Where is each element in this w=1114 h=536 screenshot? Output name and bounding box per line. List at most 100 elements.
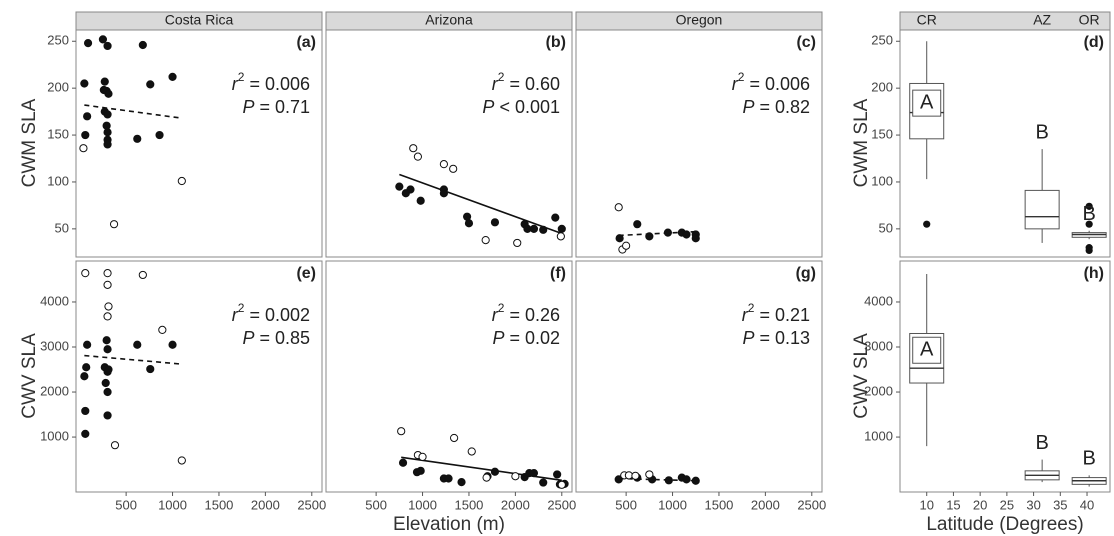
group-letter: A [920, 91, 934, 113]
x-tick-label: 500 [365, 497, 387, 512]
x-tick-label: 30 [1026, 497, 1040, 512]
point [103, 269, 112, 278]
stat-annotation: r2 = 0.21 [742, 301, 810, 325]
point [614, 475, 623, 484]
point [557, 480, 566, 489]
stat-part: < 0.001 [494, 97, 560, 117]
panel-label: (c) [796, 34, 816, 51]
group-letter: B [1035, 121, 1048, 143]
point [529, 468, 539, 478]
y-axis-label: CWM SLA [851, 98, 872, 187]
y-tick-label: 150 [871, 126, 893, 141]
stat-part: 2 [238, 70, 245, 84]
stat-part: 2 [238, 301, 245, 315]
point [645, 232, 654, 241]
group-letter: B [1035, 432, 1048, 454]
stat-part: P [242, 328, 254, 348]
point [80, 79, 89, 88]
stat-annotation: r2 = 0.26 [492, 301, 560, 325]
stat-part: 2 [498, 70, 505, 84]
stat-part: r [492, 74, 499, 94]
point [83, 340, 92, 349]
group-letter: A [920, 339, 934, 361]
strip-label: OR [1079, 12, 1100, 28]
outlier [923, 220, 931, 228]
point [691, 476, 700, 485]
strip-label: AZ [1033, 12, 1051, 28]
strip-label: CR [917, 12, 937, 28]
x-tick-label: 1000 [158, 497, 187, 512]
outlier [1085, 246, 1093, 255]
strip [325, 11, 573, 31]
point [155, 130, 164, 140]
group-letter: B [1082, 448, 1095, 470]
stat-annotation: r2 = 0.002 [232, 301, 310, 325]
panel-label: (e) [296, 265, 316, 282]
stat-part: = 0.85 [254, 328, 310, 348]
stat-annotation: P = 0.85 [242, 328, 310, 348]
point [557, 224, 566, 233]
x-tick-label: 1000 [408, 497, 437, 512]
point [104, 302, 113, 311]
point [539, 478, 548, 487]
letter-bg [912, 89, 942, 117]
group-letter: B [1082, 203, 1095, 225]
letter-bg [912, 336, 942, 364]
y-tick-label: 100 [871, 173, 893, 188]
point [397, 427, 406, 436]
stat-annotation: r2 = 0.006 [732, 70, 810, 94]
point [103, 110, 112, 119]
x-tick-label: 20 [973, 497, 987, 512]
stat-part: P [742, 97, 754, 117]
x-axis-label: Latitude (Degrees) [926, 514, 1083, 535]
point [81, 269, 90, 278]
y-axis-label: CWM SLA [19, 98, 40, 187]
point [138, 270, 147, 280]
y-tick-label: 1000 [864, 429, 893, 444]
stat-annotation: P < 0.001 [482, 97, 560, 117]
panel-label: (d) [1084, 34, 1104, 51]
stat-part: P [492, 328, 504, 348]
point [481, 236, 490, 245]
x-tick-label: 500 [615, 497, 637, 512]
point [664, 476, 673, 485]
point [622, 241, 631, 250]
plot-area [75, 260, 323, 493]
point [409, 144, 418, 153]
plot-area [325, 260, 573, 493]
point [104, 89, 113, 98]
y-tick-label: 250 [47, 33, 69, 48]
point [645, 470, 654, 479]
x-tick-label: 2000 [501, 497, 530, 512]
plot-area [899, 29, 1111, 258]
point [682, 475, 691, 484]
point [83, 39, 93, 48]
stat-part: r [232, 74, 239, 94]
x-tick-label: 1000 [658, 497, 687, 512]
x-tick-label: 40 [1080, 497, 1094, 512]
plot-area [325, 29, 573, 258]
point [109, 220, 119, 229]
point [102, 336, 111, 345]
point [398, 458, 408, 467]
x-tick-label: 2500 [797, 497, 826, 512]
stat-part: 2 [498, 301, 505, 315]
point [691, 234, 700, 243]
point [168, 340, 177, 349]
point [450, 433, 459, 443]
x-tick-label: 25 [1000, 497, 1014, 512]
fit-line [84, 104, 182, 119]
x-tick-label: 35 [1053, 497, 1067, 512]
point [490, 218, 500, 227]
point [615, 234, 624, 243]
fit-line [399, 173, 563, 235]
stat-annotation: P = 0.82 [742, 97, 810, 117]
point [513, 238, 522, 248]
x-tick-label: 2500 [547, 497, 576, 512]
point [81, 429, 90, 439]
stat-annotation: P = 0.13 [742, 328, 810, 348]
point [110, 441, 120, 450]
stat-part: r [232, 305, 239, 325]
point [101, 378, 110, 388]
point [457, 477, 466, 487]
